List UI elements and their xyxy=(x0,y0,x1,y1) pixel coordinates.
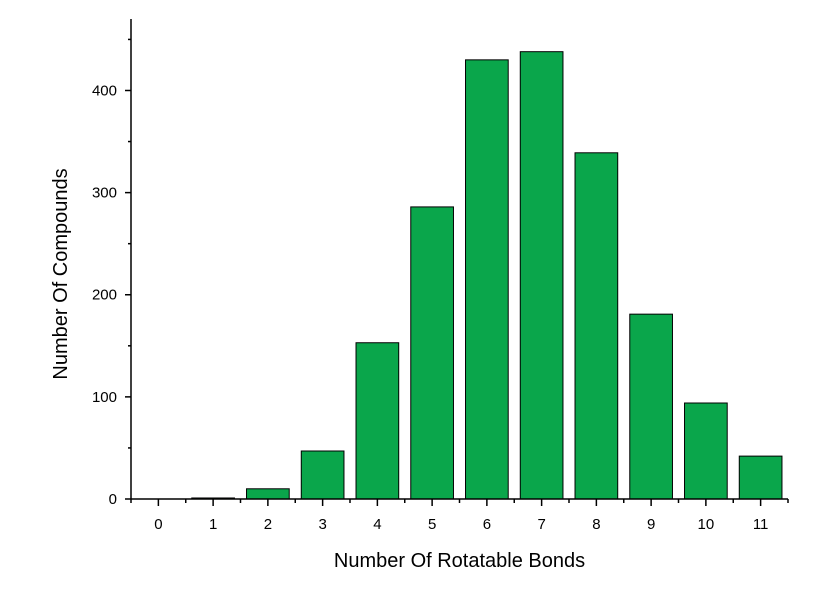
x-tick-label: 7 xyxy=(537,516,545,533)
bar-5 xyxy=(410,206,454,500)
bar-8 xyxy=(574,152,619,500)
y-tick-label: 100 xyxy=(92,389,117,406)
x-tick-label: 1 xyxy=(209,516,217,533)
bars-group xyxy=(191,51,783,500)
x-tick-label: 4 xyxy=(373,516,381,533)
bar-7 xyxy=(519,51,564,500)
x-tick-label: 6 xyxy=(483,516,491,533)
x-tick-label: 9 xyxy=(647,516,655,533)
x-tick-label: 2 xyxy=(264,516,272,533)
y-tick-label: 300 xyxy=(92,185,117,202)
y-axis-title: Number Of Compounds xyxy=(50,168,72,379)
x-tick-label: 0 xyxy=(154,516,162,533)
bar-2 xyxy=(246,488,290,500)
bar-3 xyxy=(300,450,345,500)
y-ticks-group: 0 100 200 300 400 xyxy=(92,38,131,508)
x-axis-title: Number Of Rotatable Bonds xyxy=(334,550,585,572)
bar-4 xyxy=(355,342,400,500)
bar-11 xyxy=(738,455,783,500)
y-tick-label: 200 xyxy=(92,287,117,304)
bar-10 xyxy=(684,402,728,500)
x-tick-label: 5 xyxy=(428,516,436,533)
bar-6 xyxy=(465,59,509,500)
y-tick-label: 0 xyxy=(109,491,117,508)
x-tick-label: 10 xyxy=(698,516,715,533)
x-tick-label: 3 xyxy=(318,516,326,533)
x-tick-label: 8 xyxy=(592,516,600,533)
bar-9 xyxy=(629,313,673,500)
x-tick-label: 11 xyxy=(753,516,769,533)
y-tick-label: 400 xyxy=(92,82,117,99)
x-ticks-group: 0 1 2 3 4 5 6 7 8 9 10 11 xyxy=(130,499,789,533)
